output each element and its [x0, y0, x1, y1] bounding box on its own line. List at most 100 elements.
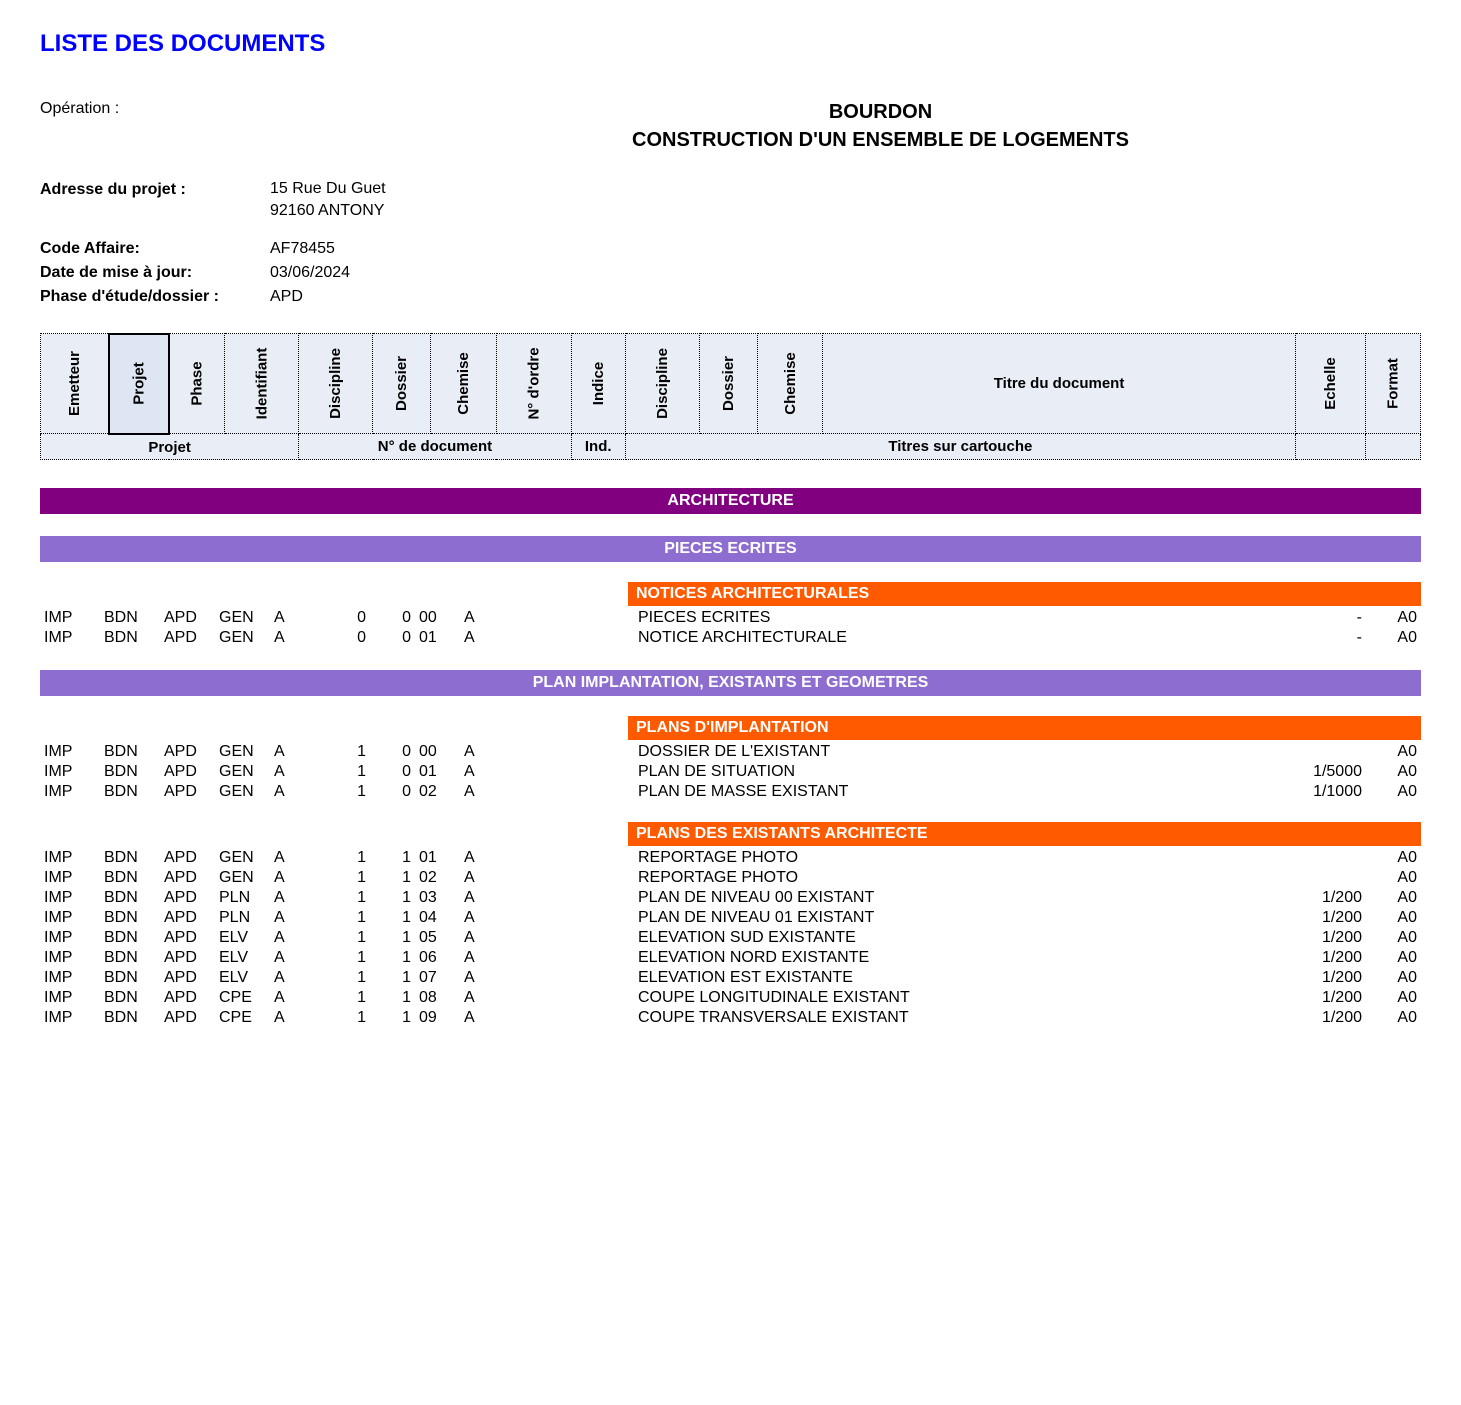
cell: A — [460, 988, 514, 1008]
cell: GEN — [215, 762, 270, 782]
section-dark: ARCHITECTURE — [40, 488, 1421, 514]
cell — [594, 608, 634, 628]
cell — [549, 762, 594, 782]
cell: DOSSIER DE L'EXISTANT — [634, 742, 1296, 762]
cell: 06 — [415, 948, 460, 968]
cell — [514, 888, 549, 908]
cell: A — [270, 608, 315, 628]
cell: A — [460, 888, 514, 908]
cell: A — [270, 628, 315, 648]
cell: 1 — [315, 888, 370, 908]
hdr-chemise2: Chemise — [781, 353, 798, 416]
table-row: IMPBDNAPDELVA1106AELEVATION NORD EXISTAN… — [40, 948, 1421, 968]
cell: 1 — [315, 848, 370, 868]
cell: IMP — [40, 888, 100, 908]
cell: 1 — [370, 868, 415, 888]
cell: 1 — [315, 948, 370, 968]
cell: 1 — [370, 928, 415, 948]
cell: A — [270, 1008, 315, 1028]
cell: 1 — [370, 888, 415, 908]
cell: A — [460, 762, 514, 782]
cell: 1 — [315, 968, 370, 988]
hdr2-n-doc: N° de document — [299, 434, 572, 460]
table-row: IMPBDNAPDCPEA1109ACOUPE TRANSVERSALE EXI… — [40, 1008, 1421, 1028]
cell: 1/5000 — [1296, 762, 1366, 782]
section-med: PLAN IMPLANTATION, EXISTANTS ET GEOMETRE… — [40, 670, 1421, 696]
cell — [514, 948, 549, 968]
cell: A0 — [1366, 742, 1421, 762]
cell: 08 — [415, 988, 460, 1008]
cell — [514, 968, 549, 988]
cell: A0 — [1366, 1008, 1421, 1028]
cell: 1 — [370, 908, 415, 928]
cell: PLAN DE NIVEAU 01 EXISTANT — [634, 908, 1296, 928]
hdr-discipline2: Discipline — [654, 348, 671, 419]
cell: A — [270, 968, 315, 988]
cell — [594, 1008, 634, 1028]
cell — [514, 782, 549, 802]
cell: 1 — [315, 742, 370, 762]
cell: APD — [160, 888, 215, 908]
cell: ELEVATION SUD EXISTANTE — [634, 928, 1296, 948]
cell: A — [460, 968, 514, 988]
cell — [594, 868, 634, 888]
column-header-table: Emetteur Projet Phase Identifiant Discip… — [40, 333, 1421, 461]
cell: BDN — [100, 1008, 160, 1028]
table-row: IMPBDNAPDGENA0000APIECES ECRITES-A0 — [40, 608, 1421, 628]
hdr-chemise: Chemise — [455, 353, 472, 416]
hdr-echelle: Echelle — [1322, 350, 1339, 417]
cell: NOTICE ARCHITECTURALE — [634, 628, 1296, 648]
cell — [514, 848, 549, 868]
data-table: IMPBDNAPDGENA1101AREPORTAGE PHOTOA0IMPBD… — [40, 848, 1421, 1028]
cell: ELEVATION NORD EXISTANTE — [634, 948, 1296, 968]
cell: 01 — [415, 762, 460, 782]
cell: IMP — [40, 742, 100, 762]
cell: 1 — [315, 782, 370, 802]
cell: A — [270, 948, 315, 968]
subhead-bar: PLANS D'IMPLANTATION — [628, 716, 1421, 740]
cell: 0 — [370, 762, 415, 782]
cell: APD — [160, 988, 215, 1008]
cell — [514, 908, 549, 928]
cell — [514, 608, 549, 628]
table-row: IMPBDNAPDELVA1105AELEVATION SUD EXISTANT… — [40, 928, 1421, 948]
cell: 01 — [415, 628, 460, 648]
table-row: IMPBDNAPDPLNA1103APLAN DE NIVEAU 00 EXIS… — [40, 888, 1421, 908]
subhead-row: PLANS DES EXISTANTS ARCHITECTE — [40, 822, 1421, 846]
cell: A0 — [1366, 968, 1421, 988]
cell: 1 — [315, 1008, 370, 1028]
data-table: IMPBDNAPDGENA0000APIECES ECRITES-A0IMPBD… — [40, 608, 1421, 648]
cell: ELV — [215, 928, 270, 948]
table-row: IMPBDNAPDELVA1107AELEVATION EST EXISTANT… — [40, 968, 1421, 988]
cell: CPE — [215, 1008, 270, 1028]
cell: IMP — [40, 762, 100, 782]
address-line2: 92160 ANTONY — [270, 200, 386, 222]
cell: 1 — [370, 968, 415, 988]
table-row: IMPBDNAPDGENA1000ADOSSIER DE L'EXISTANTA… — [40, 742, 1421, 762]
cell: 1/200 — [1296, 968, 1366, 988]
hdr-dossier2: Dossier — [720, 356, 737, 411]
cell: A — [270, 908, 315, 928]
cell: ELV — [215, 968, 270, 988]
cell: IMP — [40, 848, 100, 868]
subhead-bar: PLANS DES EXISTANTS ARCHITECTE — [628, 822, 1421, 846]
cell: 1 — [315, 928, 370, 948]
cell — [594, 908, 634, 928]
cell — [514, 742, 549, 762]
cell: 0 — [370, 628, 415, 648]
cell: A0 — [1366, 988, 1421, 1008]
cell — [594, 968, 634, 988]
cell: 1 — [370, 848, 415, 868]
hdr2-titres: Titres sur cartouche — [625, 434, 1295, 460]
cell: APD — [160, 848, 215, 868]
cell: IMP — [40, 1008, 100, 1028]
cell: BDN — [100, 988, 160, 1008]
cell — [1296, 742, 1366, 762]
subhead-row: NOTICES ARCHITECTURALES — [40, 582, 1421, 606]
cell — [549, 948, 594, 968]
table-row: IMPBDNAPDGENA0001ANOTICE ARCHITECTURALE-… — [40, 628, 1421, 648]
code-affaire-value: AF78455 — [270, 237, 335, 261]
cell — [514, 628, 549, 648]
cell — [594, 948, 634, 968]
phase-value: APD — [270, 285, 303, 309]
